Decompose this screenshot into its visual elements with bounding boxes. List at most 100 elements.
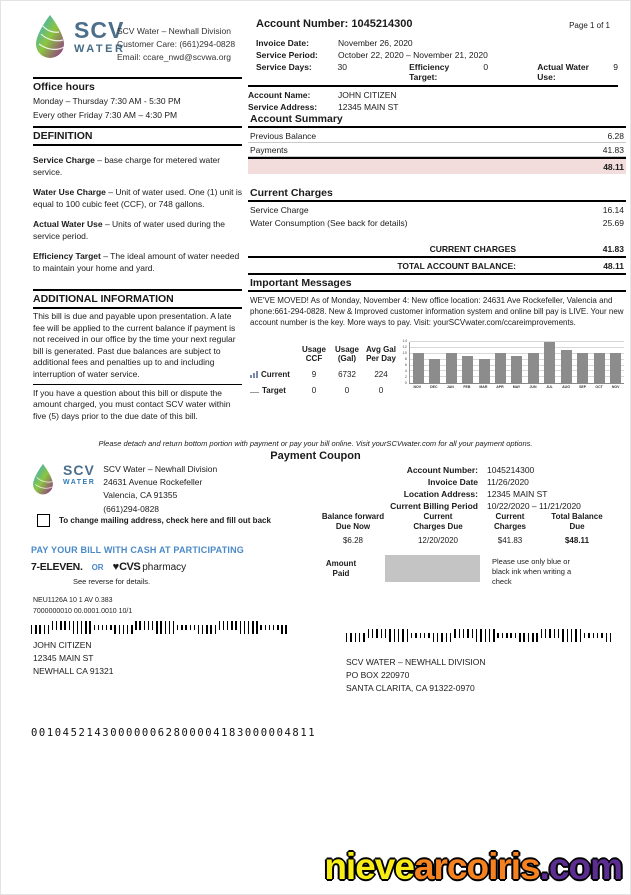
service-address-value: 12345 MAIN ST <box>338 102 399 112</box>
seven-eleven-logo: 7-ELEVEN. <box>31 561 83 573</box>
important-messages-title: Important Messages <box>248 277 626 292</box>
important-messages-body: WE'VE MOVED! As of Monday, November 4: N… <box>250 296 624 328</box>
definition-efficiency-target: Efficiency Target – The ideal amount of … <box>33 251 240 273</box>
pay-col-balance-forward: Balance forward Due Now <box>321 512 385 532</box>
mail-barcode <box>346 629 612 642</box>
target-legend-icon <box>250 388 259 393</box>
usage-row-target-label: Target <box>248 386 298 395</box>
additional-info-para1: This bill is due and payable upon presen… <box>33 311 236 379</box>
current-charges-total-row: CURRENT CHARGES 41.83 <box>248 241 626 258</box>
bill-main-column: Account Summary Previous Balance 6.28 Pay… <box>248 113 626 395</box>
service-address-row: Service Address: 12345 MAIN ST <box>248 102 618 112</box>
invoice-date-value: November 26, 2020 <box>338 38 413 48</box>
amount-paid-label: Amount Paid <box>325 559 357 579</box>
usage-current-gal: 6732 <box>338 370 356 380</box>
coupon-field-account-number: Account Number: 1045214300 <box>406 465 535 475</box>
account-number-label: Account Number: <box>256 18 352 30</box>
remit-to-address: SCV WATER – NEWHALL DIVISION PO BOX 2209… <box>346 657 486 694</box>
account-header: Account Number: 1045214300 Invoice Date:… <box>248 18 618 114</box>
definition-title: DEFINITION <box>33 130 93 143</box>
usage-current-ccf: 9 <box>311 370 317 380</box>
address-change-label: To change mailing address, check here an… <box>59 516 271 525</box>
usage-current-avg: 224 <box>374 370 388 380</box>
divider <box>33 144 242 147</box>
account-number-value: 1045214300 <box>351 18 413 30</box>
divider <box>33 289 242 292</box>
address-change-checkbox[interactable] <box>37 514 50 527</box>
invoice-date-row: Invoice Date: November 26, 2020 <box>256 38 618 48</box>
service-period-value: October 22, 2020 – November 21, 2020 <box>338 50 488 60</box>
definition-water-use-charge: Water Use Charge – Unit of water used. O… <box>33 187 242 209</box>
usage-bar-chart: 0 2 4 6 8 10 12 14 NOV DEC JAN FEB MAR APR MAY JUN JUL A… <box>398 337 626 395</box>
utility-contact-info: SCV Water – Newhall Division Customer Ca… <box>117 25 235 63</box>
divider <box>33 126 242 129</box>
water-drop-icon <box>33 463 54 495</box>
amount-paid-input-box[interactable] <box>385 555 480 582</box>
office-hours-title: Office hours <box>33 81 95 93</box>
usage-target-avg: 0 <box>378 385 384 395</box>
coupon-field-invoice-date: Invoice Date 11/26/2020 <box>427 477 529 487</box>
recipient-address: JOHN CITIZEN 12345 MAIN ST NEWHALL CA 91… <box>33 640 114 677</box>
ink-color-note: Please use only blue or black ink when w… <box>492 557 572 586</box>
or-text: OR <box>91 563 104 572</box>
invoice-date-label: Invoice Date: <box>256 38 309 48</box>
sidebar-definitions: Office hours Monday – Thursday 7:30 AM -… <box>33 77 242 422</box>
logo-water-text: WATER <box>74 43 126 55</box>
coupon-logo-text: SCV WATER <box>63 462 96 486</box>
see-reverse-note: See reverse for details. <box>73 577 151 586</box>
coupon-field-billing-period: Current Billing Period 10/22/2020 – 11/21… <box>390 501 581 511</box>
logo-scv-text: SCV <box>74 17 125 43</box>
watermark-logo: nievearcoiris.com <box>324 846 623 887</box>
actual-water-use-value: 9 <box>613 62 618 72</box>
efficiency-target-label: Efficiency Target: <box>409 62 450 82</box>
usage-section: Usage CCF Usage (Gal) Avg Gal Per Day Curre… <box>248 337 626 395</box>
customer-care-phone: Customer Care: (661)294-0828 <box>117 38 236 49</box>
summary-row-payments: Payments 41.83 <box>248 143 626 157</box>
coupon-org-block: SCV WATER SCV Water – Newhall Division 2… <box>31 463 217 516</box>
account-number-line: Account Number: 1045214300 <box>256 18 618 30</box>
definition-actual-water-use: Actual Water Use – Units of water used d… <box>33 219 225 241</box>
balance-forward-value: $6.28 <box>342 535 364 545</box>
service-period-label: Service Period: <box>256 50 318 60</box>
divider <box>33 307 242 310</box>
cvs-pharmacy-logo: ♥CVS pharmacy <box>112 561 187 573</box>
pay-col-charges-due: Current Charges Due <box>413 512 463 532</box>
usage-target-ccf: 0 <box>311 385 317 395</box>
org-name: SCV Water – Newhall Division <box>117 26 231 36</box>
chart-y-axis: 0 2 4 6 8 10 12 14 <box>402 337 407 385</box>
total-account-balance-row: TOTAL ACCOUNT BALANCE: 48.11 <box>248 258 626 275</box>
usage-col-header: Usage (Gal) <box>334 345 359 364</box>
service-days-label: Service Days: <box>256 62 312 72</box>
coupon-org-address: SCV Water – Newhall Division 24631 Avenu… <box>103 464 218 514</box>
summary-row-previous-balance: Previous Balance 6.28 <box>248 129 626 143</box>
scv-water-logo: SCV WATER <box>33 14 125 60</box>
coupon-account-fields: Account Number: 1045214300 Invoice Date 11… <box>346 465 614 513</box>
current-legend-icon <box>250 371 258 379</box>
office-hours-line: Every other Friday 7:30 AM – 4:30 PM <box>33 109 178 120</box>
header-divider <box>248 85 618 87</box>
water-drop-icon <box>36 15 65 58</box>
heart-icon: ♥ <box>112 561 120 573</box>
current-charges-title: Current Charges <box>248 187 626 202</box>
service-days-value: 30 <box>337 62 347 72</box>
pay-cash-headline: PAY YOUR BILL WITH CASH AT PARTICIPATING <box>31 545 245 555</box>
ocr-scan-line: 001045214300000062800004183000004811 <box>31 727 317 739</box>
usage-target-gal: 0 <box>344 385 350 395</box>
amount-paid-block: Amount Paid Please use only blue or black… <box>309 555 580 586</box>
account-name-value: JOHN CITIZEN <box>338 90 397 100</box>
service-address-label: Service Address: <box>248 102 318 112</box>
coupon-field-location-address: Location Address: 12345 MAIN ST <box>403 489 548 499</box>
chart-x-axis: NOV DEC JAN FEB MAR APR MAY JUN JUL AUG SEP OCT NOV <box>413 384 620 389</box>
mail-barcode <box>31 621 287 634</box>
divider <box>33 384 242 386</box>
summary-total: 48.11 <box>248 157 626 174</box>
efficiency-target-value: 0 <box>483 62 489 72</box>
chart-plot-area <box>409 341 624 384</box>
definition-service-charge: Service Charge – base charge for metered… <box>33 155 221 177</box>
service-period-row: Service Period: October 22, 2020 – Novem… <box>256 50 618 60</box>
account-name-label: Account Name: <box>248 90 311 100</box>
total-balance-due-value: $48.11 <box>564 535 590 545</box>
usage-row-current-label: Current <box>248 370 298 379</box>
customer-care-email: Email: ccare_nwd@scvwa.org <box>117 51 231 62</box>
